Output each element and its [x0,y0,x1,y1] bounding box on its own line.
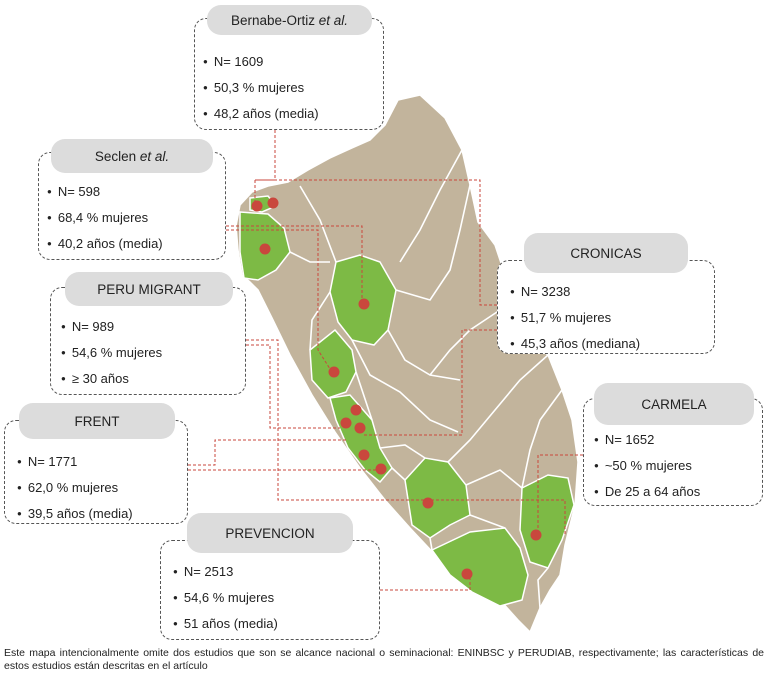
connector-lines [188,130,583,591]
study-item: 54,6 % mujeres [173,585,278,611]
study-card-seclen: Seclen et al. N= 598 68,4 % mujeres 40,2… [38,139,226,260]
study-item: 48,2 años (media) [203,101,319,127]
study-item: ≥ 30 años [61,366,162,392]
study-item: ~50 % mujeres [594,453,700,479]
marker-lima-2 [340,417,352,429]
study-card-cronicas: CRONICAS N= 3238 51,7 % mujeres 45,3 año… [497,233,715,357]
connector-cronicas-2 [362,329,497,436]
study-list-prevencion: N= 2513 54,6 % mujeres 51 años (media) [173,559,278,637]
study-list-cronicas: N= 3238 51,7 % mujeres 45,3 años (median… [510,279,640,357]
study-item: 62,0 % mujeres [17,475,133,501]
connector-carmela [537,454,583,532]
study-card-prevencion: PREVENCION N= 2513 54,6 % mujeres 51 año… [160,513,380,640]
study-item: 68,4 % mujeres [47,205,163,231]
study-item: 39,5 años (media) [17,501,133,527]
study-list-bernabe: N= 1609 50,3 % mujeres 48,2 años (media) [203,49,319,127]
study-title-prevencion: PREVENCION [187,513,353,553]
study-item: N= 3238 [510,279,640,305]
study-item: N= 598 [47,179,163,205]
marker-bernabe-2 [267,197,279,209]
peru-regions [235,94,579,634]
study-title-bernabe: Bernabe-Ortiz et al. [207,5,372,35]
study-item: 51 años (media) [173,611,278,637]
study-item: N= 1609 [203,49,319,75]
region-arequipa-south [430,527,529,607]
study-list-frent: N= 1771 62,0 % mujeres 39,5 años (media) [17,449,133,527]
map-footnote: Este mapa intencionalmente omite dos est… [4,647,764,672]
connector-prevencion [380,575,471,591]
marker-seclen [259,243,271,255]
study-item: 51,7 % mujeres [510,305,640,331]
study-card-perumigrant: PERU MIGRANT N= 989 54,6 % mujeres ≥ 30 … [50,272,246,395]
study-title-carmela: CARMELA [594,383,754,425]
study-item: N= 1771 [17,449,133,475]
study-list-carmela: N= 1652 ~50 % mujeres De 25 a 64 años [594,427,700,505]
study-card-carmela: CARMELA N= 1652 ~50 % mujeres De 25 a 64… [583,383,763,506]
connector-seclen-1 [226,229,333,373]
internal-borders [289,149,563,609]
region-madre-de-dios-puno [519,474,575,569]
marker-lima-4 [358,449,370,461]
study-item: N= 1652 [594,427,700,453]
study-item: 40,2 años (media) [47,231,163,257]
study-list-perumigrant: N= 989 54,6 % mujeres ≥ 30 años [61,314,162,392]
marker-bernabe-1 [251,200,263,212]
marker-puno [530,529,542,541]
marker-lima-3 [354,422,366,434]
connector-perumigrant-2 [246,344,340,429]
study-card-frent: FRENT N= 1771 62,0 % mujeres 39,5 años (… [4,403,188,527]
study-card-bernabe: Bernabe-Ortiz et al. N= 1609 50,3 % muje… [194,5,384,130]
connector-frent-2 [188,439,348,466]
study-item: 45,3 años (mediana) [510,331,640,357]
marker-la-libertad [328,366,340,378]
study-list-seclen: N= 598 68,4 % mujeres 40,2 años (media) [47,179,163,257]
region-la-libertad-ancash [309,328,357,399]
study-markers [251,197,542,580]
connector-seclen-2 [226,225,363,302]
study-title-cronicas: CRONICAS [524,233,688,273]
study-item: N= 989 [61,314,162,340]
region-lima [329,394,393,484]
study-item: 50,3 % mujeres [203,75,319,101]
marker-ica [375,463,387,475]
marker-arequipa [461,568,473,580]
study-title-frent: FRENT [19,403,175,439]
marker-san-martin [358,298,370,310]
study-item: 54,6 % mujeres [61,340,162,366]
study-title-seclen: Seclen et al. [51,139,213,173]
connector-perumigrant [246,339,566,535]
study-item: De 25 a 64 años [594,479,700,505]
study-title-perumigrant: PERU MIGRANT [65,272,233,306]
study-item: N= 2513 [173,559,278,585]
marker-cusco [422,497,434,509]
marker-lima-1 [350,404,362,416]
